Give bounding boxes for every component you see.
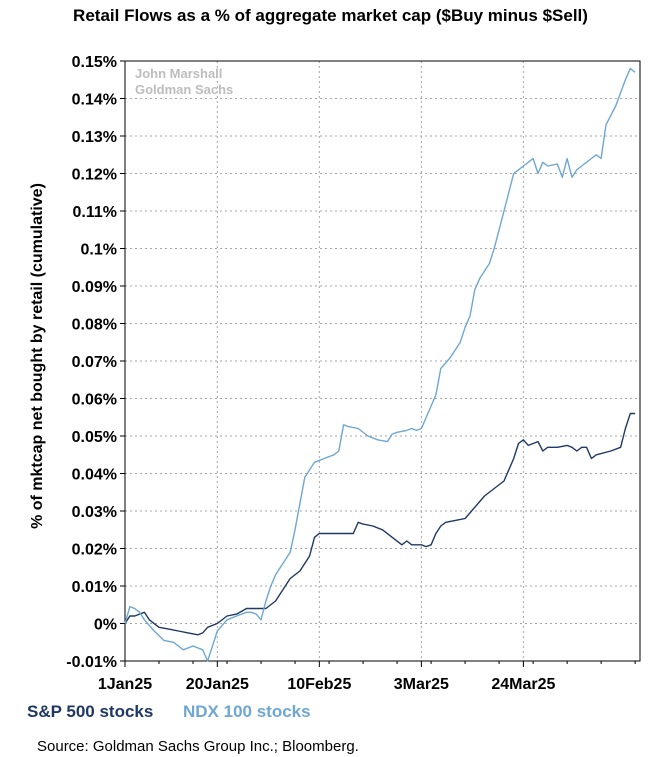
x-tick-label: 1Jan25 xyxy=(98,676,152,693)
y-tick-label: 0.14% xyxy=(72,92,117,109)
y-tick-label: 0.12% xyxy=(72,167,117,184)
y-tick-label: -0.01% xyxy=(66,654,117,671)
y-tick-label: 0.06% xyxy=(72,392,117,409)
y-tick-label: 0.01% xyxy=(72,579,117,596)
y-axis-label: % of mktcap net bought by retail (cumula… xyxy=(29,183,46,529)
y-tick-label: 0.08% xyxy=(72,317,117,334)
legend-sp500: S&P 500 stocks xyxy=(27,702,154,721)
series-line-ndx xyxy=(124,67,636,662)
watermark-text: John Marshall xyxy=(135,66,222,81)
y-tick-label: 0.1% xyxy=(81,242,117,259)
y-tick-label: 0.07% xyxy=(72,354,117,371)
y-tick-label: 0.15% xyxy=(72,54,117,71)
axes xyxy=(120,60,641,667)
y-tick-label: 0.11% xyxy=(73,204,117,221)
source-note: Source: Goldman Sachs Group Inc.; Bloomb… xyxy=(37,738,359,755)
series-lines xyxy=(124,67,636,662)
chart-title: Retail Flows as a % of aggregate market … xyxy=(73,6,588,25)
x-tick-label: 24Mar25 xyxy=(491,676,555,693)
x-tick-label: 20Jan25 xyxy=(186,676,249,693)
legend-ndx: NDX 100 stocks xyxy=(183,702,311,721)
y-tick-label: 0.02% xyxy=(72,542,117,559)
series-line-sp500 xyxy=(124,412,636,636)
y-tick-label: 0.03% xyxy=(72,504,117,521)
watermark-text: Goldman Sachs xyxy=(135,82,233,97)
y-tick-label: 0.13% xyxy=(72,129,117,146)
plot-frame xyxy=(124,60,641,662)
x-tick-label: 10Feb25 xyxy=(287,676,351,693)
gridlines xyxy=(124,60,640,662)
tick-labels: -0.01% 0% 0.01% 0.02% 0.03% 0.04% 0.05% 0.06% 0.… xyxy=(29,54,556,693)
y-tick-label: 0.04% xyxy=(72,467,117,484)
y-tick-label: 0.05% xyxy=(72,429,117,446)
y-tick-label: 0.09% xyxy=(72,279,117,296)
y-tick-label: 0% xyxy=(94,617,117,634)
x-tick-label: 3Mar25 xyxy=(394,676,449,693)
